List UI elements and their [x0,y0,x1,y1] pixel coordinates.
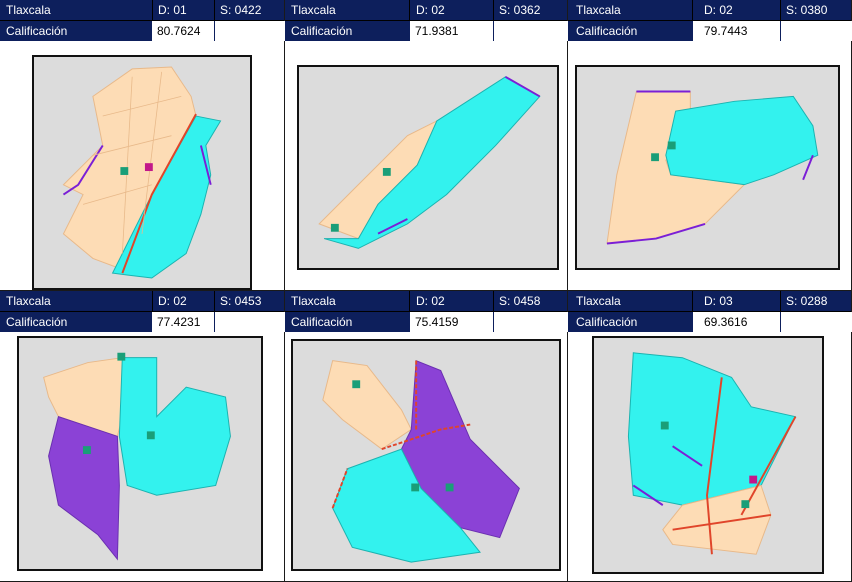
panel-6: Tlaxcala D: 03 S: 0288 Calificación 69.3… [568,291,852,582]
district-label: D: 01 [158,3,187,17]
divider-line [121,113,197,274]
map-svg [318,75,541,249]
center-marker [144,163,153,172]
score-row: Calificación 75.4159 [285,311,568,332]
state-label: Tlaxcala [6,294,51,308]
panel-header: Tlaxcala D: 02 S: 0458 [285,291,567,311]
school-marker [120,167,129,175]
map-svg [322,359,520,563]
school-marker [330,223,339,232]
score-label: Calificación [576,315,638,329]
section-map [17,336,263,571]
section-map [297,65,559,270]
school-marker [667,141,676,150]
map-svg [62,66,222,279]
state-label: Tlaxcala [291,3,336,17]
zone-cyan [627,352,797,506]
section-label: S: 0458 [499,294,541,308]
streets [82,71,182,254]
panel-2: Tlaxcala D: 02 S: 0362 Calificación 71.9… [285,0,568,291]
school-marker [411,483,420,492]
section-map [291,339,561,571]
school-marker [741,500,750,509]
school-marker [352,380,361,389]
boundary-line [632,445,703,506]
divider-line [331,360,471,509]
school-marker [445,483,454,492]
school-marker [146,431,155,440]
boundary-line [606,90,814,245]
district-label: D: 02 [158,294,187,308]
score-blank [215,312,285,332]
score-row: Calificación 69.3616 [568,311,852,332]
map-svg [606,90,819,245]
score-label: Calificación [291,24,353,38]
score-value: 75.4159 [410,312,493,332]
score-blank [215,21,285,41]
state-label: Tlaxcala [291,294,336,308]
score-label: Calificación [6,24,68,38]
district-label: D: 02 [416,3,445,17]
boundary-line [62,144,212,196]
panel-4: Tlaxcala D: 02 S: 0453 Calificación 77.4… [0,291,285,582]
map-svg [627,352,797,555]
school-marker [117,352,126,361]
score-value: 80.7624 [152,21,214,41]
section-map [32,55,252,290]
score-row: Calificación 71.9381 [285,20,568,41]
score-blank [494,312,568,332]
score-value: 79.7443 [693,21,780,41]
score-row: Calificación 80.7624 [0,20,285,41]
zone-cyan [118,357,231,496]
score-label: Calificación [6,315,68,329]
school-marker [82,446,91,454]
section-map [575,65,840,270]
score-row: Calificación 77.4231 [0,311,285,332]
district-label: D: 02 [704,3,733,17]
panel-1: Tlaxcala D: 01 S: 0422 Calificación 80.7… [0,0,285,291]
zone-purple [48,416,120,561]
score-label: Calificación [291,315,353,329]
panel-header: Tlaxcala D: 01 S: 0422 [0,0,284,20]
section-map [592,336,824,574]
school-marker [651,153,659,162]
panel-3: Tlaxcala D: 02 S: 0380 Calificación 79.7… [568,0,852,291]
section-label: S: 0453 [220,294,262,308]
score-label: Calificación [576,24,638,38]
score-blank [781,21,852,41]
zone-cyan [332,448,481,563]
panel-header: Tlaxcala D: 02 S: 0453 [0,291,284,311]
district-label: D: 03 [704,294,733,308]
zone-cyan [665,95,819,186]
panel-header: Tlaxcala D: 02 S: 0362 [285,0,567,20]
score-value: 71.9381 [410,21,493,41]
state-label: Tlaxcala [576,294,621,308]
zone-cyan [111,115,222,279]
zone-urban [322,360,412,450]
score-value: 77.4231 [152,312,214,332]
state-label: Tlaxcala [576,3,621,17]
score-row: Calificación 79.7443 [568,20,852,41]
district-label: D: 02 [416,294,445,308]
school-marker [382,167,391,176]
score-blank [781,312,852,332]
section-label: S: 0380 [786,3,828,17]
panel-5: Tlaxcala D: 02 S: 0458 Calificación 75.4… [285,291,568,582]
panel-header: Tlaxcala D: 02 S: 0380 [568,0,851,20]
panel-header: Tlaxcala D: 03 S: 0288 [568,291,851,311]
school-marker [660,421,669,430]
boundary-line [377,75,541,235]
section-label: S: 0422 [220,3,262,17]
score-value: 69.3616 [693,312,780,332]
section-label: S: 0362 [499,3,541,17]
section-label: S: 0288 [786,294,828,308]
zone-purple [400,359,520,539]
map-svg [43,352,231,561]
divider-line [672,377,797,555]
score-blank [494,21,568,41]
center-marker [749,475,758,484]
state-label: Tlaxcala [6,3,51,17]
